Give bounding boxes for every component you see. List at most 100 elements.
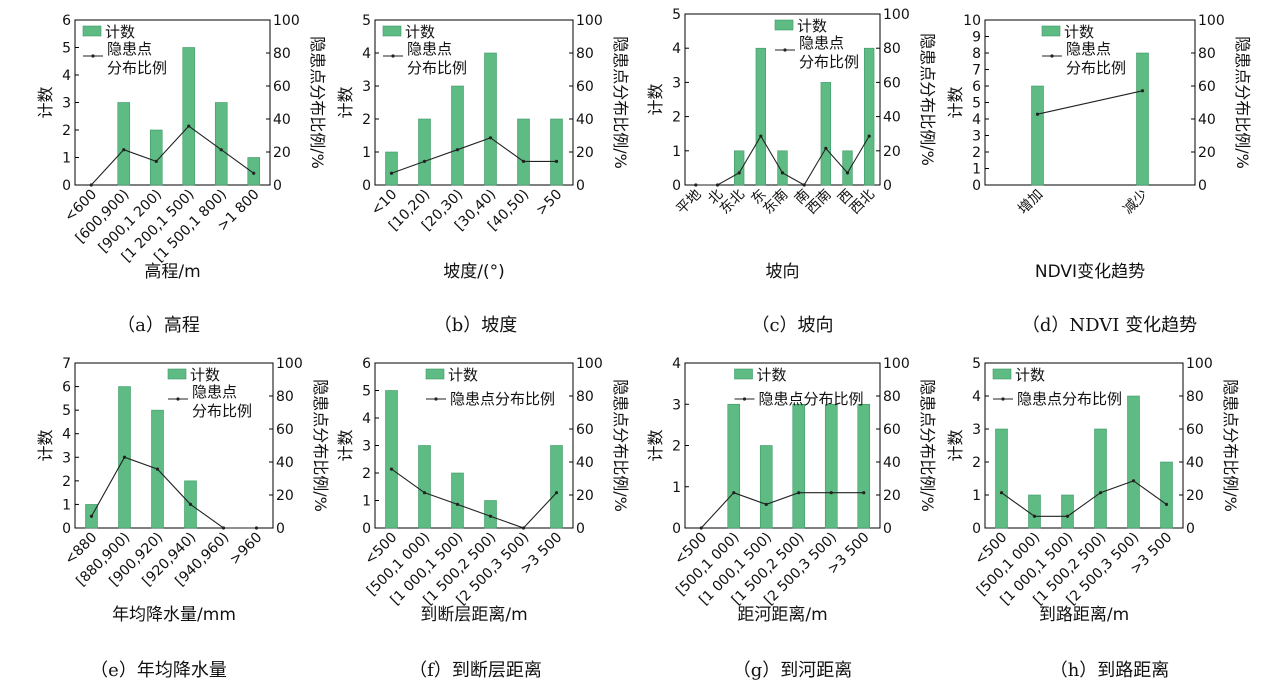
left-tick-label: 3 [972, 129, 981, 145]
x-tick-label: 东北 [717, 187, 748, 218]
ratio-point [737, 171, 741, 175]
ratio-point [488, 136, 493, 140]
legend-ratio-label: 分布比例 [799, 53, 859, 71]
right-tick-label: 20 [576, 488, 594, 504]
legend-ratio-label: 隐患点 [192, 383, 237, 401]
left-tick-label: 2 [62, 474, 71, 490]
x-tick-label: 西南 [804, 187, 835, 218]
legend-count-label: 计数 [797, 17, 827, 35]
x-axis-label: 坡度/(°) [443, 262, 505, 282]
ratio-point [521, 159, 526, 164]
ratio-line [1037, 90, 1143, 115]
left-tick-label: 3 [672, 397, 681, 413]
bar [1136, 52, 1149, 186]
ratio-point [845, 171, 850, 175]
legend-line-marker [434, 397, 438, 401]
right-tick-label: 80 [576, 46, 594, 62]
ratio-point [999, 491, 1004, 495]
right-tick-label: 60 [576, 79, 594, 95]
x-axis-label: 到断层距离/m [420, 605, 527, 625]
left-tick-label: 2 [62, 123, 71, 139]
caption-g: （g）到河距离 [732, 660, 853, 681]
ratio-point [422, 491, 427, 495]
legend-bar-swatch [167, 368, 187, 380]
right-tick-label: 80 [1198, 46, 1216, 62]
legend-line-marker [1050, 54, 1054, 58]
left-tick-label: 1 [62, 497, 71, 513]
bar [824, 403, 838, 529]
left-tick-label: 0 [672, 521, 681, 537]
left-tick-label: 9 [972, 30, 981, 46]
legend-line-marker [783, 48, 787, 52]
ratio-point [488, 514, 493, 518]
left-tick-label: 0 [62, 521, 71, 537]
ratio-point [89, 183, 93, 187]
legend-bar-swatch [774, 19, 794, 31]
legend-line-marker [91, 54, 95, 58]
right-tick-label: 80 [276, 389, 294, 405]
ratio-point [154, 159, 158, 164]
right-tick-label: 80 [273, 46, 291, 62]
left-tick-label: 6 [362, 356, 371, 372]
left-tick-label: 0 [672, 178, 681, 194]
ratio-line [391, 137, 557, 174]
ratio-point [188, 502, 193, 507]
right-tick-label: 100 [576, 356, 603, 372]
legend-ratio-label: 隐患点 [107, 40, 152, 58]
ratio-point [389, 467, 394, 471]
bar [1160, 461, 1173, 529]
x-tick-label: >50 [533, 187, 565, 219]
bar [792, 403, 806, 529]
bar [418, 445, 431, 529]
legend-count-label: 计数 [105, 23, 135, 41]
legend-line-marker [742, 397, 747, 401]
x-axis-label: 距河距离/m [737, 605, 827, 625]
left-tick-label: 0 [972, 521, 981, 537]
bar [385, 151, 398, 186]
legend-ratio-label: 隐患点 [407, 40, 452, 58]
y-axis-label-right: 隐患点分布比例/% [611, 36, 630, 169]
bar [759, 445, 773, 529]
x-axis-label: 坡向 [766, 262, 800, 282]
left-tick-label: 4 [972, 112, 981, 128]
ratio-point [1032, 514, 1037, 518]
chart-panel-b: 012345020406080100<10[10,20)[20,30)[30,4… [336, 13, 630, 282]
left-tick-label: 3 [362, 79, 371, 95]
bar [182, 47, 196, 186]
ratio-point [764, 502, 768, 507]
ratio-point [1164, 502, 1169, 507]
bar [727, 403, 741, 529]
bar [418, 118, 431, 186]
y-axis-label-left: 计数 [946, 86, 965, 118]
right-tick-label: 60 [1198, 79, 1216, 95]
bar [550, 118, 563, 186]
right-tick-label: 100 [276, 356, 303, 372]
left-tick-label: 4 [972, 389, 981, 405]
chart-panel-e: 01234567020406080100<880[880,900)[900,92… [36, 356, 330, 625]
y-axis-label-right: 隐患点分布比例/% [918, 33, 937, 166]
bar [117, 102, 131, 186]
ratio-point [867, 134, 871, 138]
ratio-point [824, 146, 828, 151]
ratio-point [732, 491, 736, 495]
bar [755, 47, 767, 186]
y-axis-label-right: 隐患点分布比例/% [1233, 36, 1252, 169]
legend-ratio-label: 分布比例 [407, 59, 467, 77]
left-tick-label: 5 [62, 403, 71, 419]
right-tick-label: 0 [883, 178, 892, 194]
y-axis-label-left: 计数 [36, 86, 55, 118]
right-tick-label: 100 [1186, 356, 1213, 372]
ratio-point [252, 171, 256, 175]
left-tick-label: 3 [62, 450, 71, 466]
left-tick-label: 1 [672, 144, 681, 160]
x-axis-label: 高程/m [144, 262, 200, 282]
plot-frame [74, 19, 271, 186]
right-tick-label: 0 [576, 521, 585, 537]
bar [863, 47, 875, 186]
plot-frame [374, 362, 574, 529]
ratio-point [862, 491, 866, 495]
x-tick-label: 东南 [760, 187, 791, 218]
